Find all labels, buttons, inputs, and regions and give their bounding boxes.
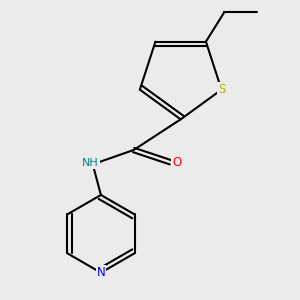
Text: S: S <box>218 83 225 96</box>
Text: O: O <box>172 156 182 169</box>
Text: N: N <box>97 266 105 279</box>
Text: NH: NH <box>82 158 99 168</box>
